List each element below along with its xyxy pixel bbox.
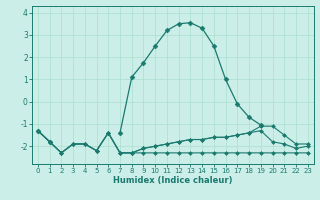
X-axis label: Humidex (Indice chaleur): Humidex (Indice chaleur) bbox=[113, 176, 233, 185]
